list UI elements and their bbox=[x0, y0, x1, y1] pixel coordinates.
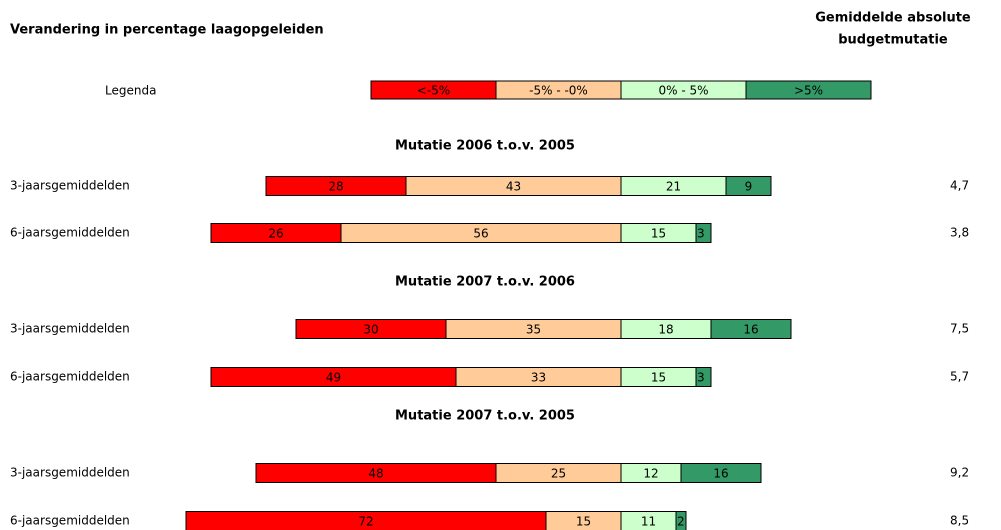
data-label: 18 bbox=[658, 323, 673, 337]
mutation-label: 5,7 bbox=[950, 370, 969, 384]
data-label: 3 bbox=[697, 371, 705, 385]
data-label: 43 bbox=[506, 180, 521, 194]
data-label: 72 bbox=[358, 515, 373, 529]
data-label: 49 bbox=[326, 371, 341, 385]
legend-entry: -5% - -0% bbox=[529, 84, 588, 98]
row-label: 6-jaarsgemiddelden bbox=[10, 226, 130, 240]
group-title: Mutatie 2006 t.o.v. 2005 bbox=[395, 139, 575, 154]
data-label: 9 bbox=[745, 180, 753, 194]
bar-segment bbox=[725, 176, 772, 196]
data-label: 33 bbox=[531, 371, 546, 385]
data-label: 48 bbox=[368, 467, 383, 481]
legend-swatch bbox=[745, 80, 872, 100]
data-label: 16 bbox=[713, 467, 728, 481]
bar-segment bbox=[695, 367, 712, 387]
data-label: 28 bbox=[328, 180, 343, 194]
data-label: 15 bbox=[576, 515, 591, 529]
row-label: 6-jaarsgemiddelden bbox=[10, 514, 130, 528]
right-header: budgetmutatie bbox=[838, 33, 948, 48]
group-title: Mutatie 2007 t.o.v. 2006 bbox=[395, 275, 575, 290]
row-label: 3-jaarsgemiddelden bbox=[10, 322, 130, 336]
right-header: Gemiddelde absolute bbox=[815, 11, 971, 26]
mutation-label: 4,7 bbox=[950, 179, 969, 193]
legend-entry: >5% bbox=[794, 84, 823, 98]
chart-title: Verandering in percentage laagopgeleiden bbox=[10, 23, 324, 38]
bar-segment bbox=[710, 319, 792, 339]
group-title: Mutatie 2007 t.o.v. 2005 bbox=[395, 409, 575, 424]
bar-segment bbox=[680, 463, 762, 483]
data-label: 11 bbox=[641, 515, 656, 529]
legend-entry: <-5% bbox=[417, 84, 450, 98]
data-label: 2 bbox=[677, 515, 685, 529]
data-label: 26 bbox=[268, 227, 283, 241]
data-label: 15 bbox=[651, 227, 666, 241]
row-label: 6-jaarsgemiddelden bbox=[10, 370, 130, 384]
bar-segment bbox=[695, 223, 712, 243]
bar-segment bbox=[675, 511, 687, 530]
legend-label: Legenda bbox=[105, 84, 156, 98]
row-label: 3-jaarsgemiddelden bbox=[10, 179, 130, 193]
data-label: 25 bbox=[551, 467, 566, 481]
data-label: 35 bbox=[526, 323, 541, 337]
mutation-label: 8,5 bbox=[950, 514, 969, 528]
data-label: 21 bbox=[666, 180, 681, 194]
data-label: 15 bbox=[651, 371, 666, 385]
legend-entry: 0% - 5% bbox=[658, 84, 708, 98]
data-label: 16 bbox=[743, 323, 758, 337]
data-label: 30 bbox=[363, 323, 378, 337]
data-label: 12 bbox=[643, 467, 658, 481]
mutation-label: 3,8 bbox=[950, 226, 969, 240]
mutation-label: 7,5 bbox=[950, 322, 969, 336]
data-label: 56 bbox=[473, 227, 488, 241]
data-label: 3 bbox=[697, 227, 705, 241]
row-label: 3-jaarsgemiddelden bbox=[10, 466, 130, 480]
mutation-label: 9,2 bbox=[950, 466, 969, 480]
